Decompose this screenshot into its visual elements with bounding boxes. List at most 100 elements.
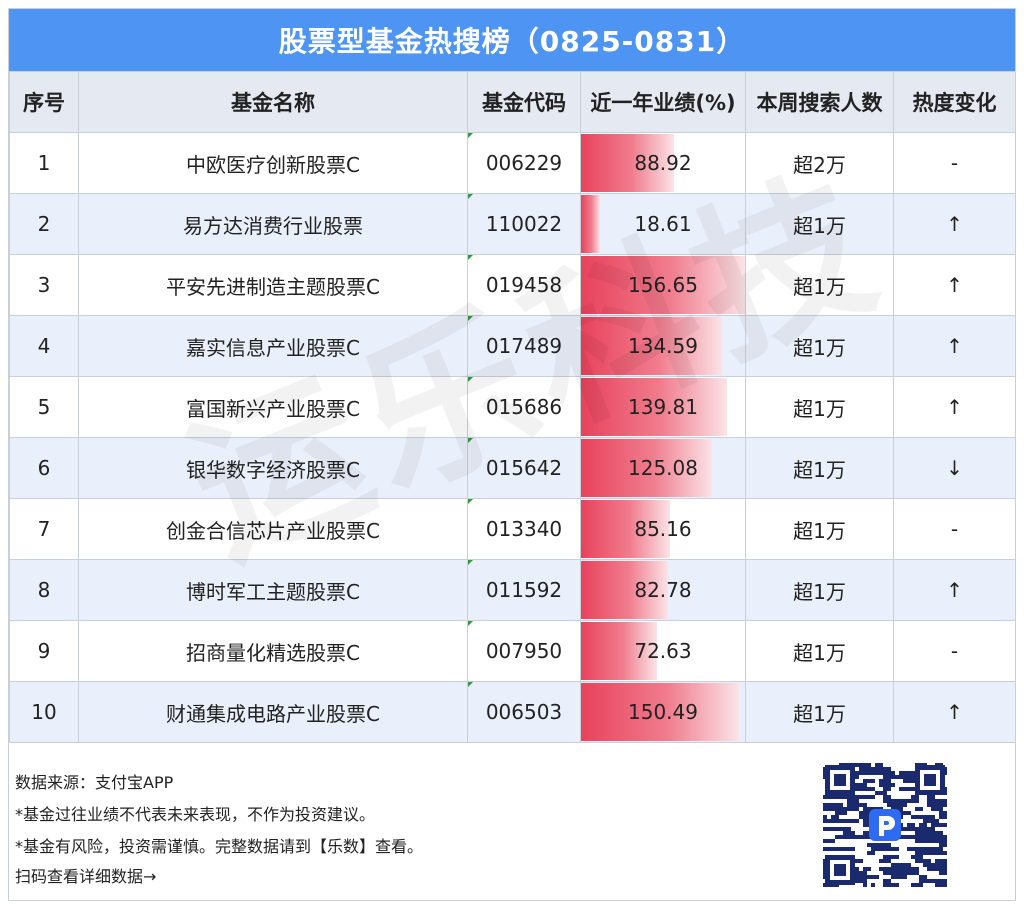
cell-performance: 82.78	[580, 559, 746, 621]
cell-performance: 85.16	[580, 498, 746, 560]
performance-bar	[581, 378, 728, 436]
comment-marker-icon	[468, 194, 473, 199]
cell-fund-name: 招商量化精选股票C	[78, 620, 468, 682]
table-row: 10 财通集成电路产业股票C 006503 150.49 超1万 ↑	[9, 681, 1016, 743]
table-row: 9 招商量化精选股票C 007950 72.63 超1万 -	[9, 620, 1016, 682]
cell-trend: -	[893, 498, 1016, 560]
performance-value: 18.61	[634, 212, 692, 236]
cell-fund-code: 019458	[467, 254, 581, 316]
cell-fund-name: 嘉实信息产业股票C	[78, 315, 468, 377]
table-row: 1 中欧医疗创新股票C 006229 88.92 超2万 -	[9, 132, 1016, 194]
cell-search-count: 超1万	[745, 254, 894, 316]
performance-bar	[581, 500, 671, 558]
cell-fund-code: 007950	[467, 620, 581, 682]
performance-bar	[581, 622, 658, 680]
cell-fund-code: 110022	[467, 193, 581, 255]
cell-performance: 125.08	[580, 437, 746, 499]
cell-search-count: 超1万	[745, 437, 894, 499]
comment-marker-icon	[468, 255, 473, 260]
cell-fund-name: 创金合信芯片产业股票C	[78, 498, 468, 560]
performance-bar	[581, 439, 712, 497]
cell-performance: 156.65	[580, 254, 746, 316]
cell-fund-code: 017489	[467, 315, 581, 377]
cell-rank: 4	[9, 315, 79, 377]
cell-fund-name: 平安先进制造主题股票C	[78, 254, 468, 316]
header-performance: 近一年业绩(%)	[580, 71, 746, 133]
cell-trend: ↑	[893, 315, 1016, 377]
performance-value: 125.08	[628, 456, 698, 480]
table-row: 8 博时军工主题股票C 011592 82.78 超1万 ↑	[9, 559, 1016, 621]
cell-search-count: 超2万	[745, 132, 894, 194]
performance-value: 88.92	[634, 151, 692, 175]
fund-code-text: 019458	[485, 273, 563, 297]
fund-ranking-card: 股票型基金热搜榜（0825-0831） 序号 基金名称 基金代码 近一年业绩(%…	[8, 8, 1016, 901]
table-row: 2 易方达消费行业股票 110022 18.61 超1万 ↑	[9, 193, 1016, 255]
comment-marker-icon	[468, 316, 473, 321]
performance-value: 156.65	[628, 273, 698, 297]
qr-code-icon	[823, 763, 947, 887]
cell-performance: 150.49	[580, 681, 746, 743]
table-row: 3 平安先进制造主题股票C 019458 156.65 超1万 ↑	[9, 254, 1016, 316]
header-search-count: 本周搜索人数	[745, 71, 894, 133]
fund-code-text: 110022	[485, 212, 563, 236]
cell-performance: 134.59	[580, 315, 746, 377]
cell-search-count: 超1万	[745, 620, 894, 682]
cell-fund-code: 015686	[467, 376, 581, 438]
cell-rank: 6	[9, 437, 79, 499]
cell-trend: ↓	[893, 437, 1016, 499]
disclaimer-performance: *基金过往业绩不代表未来表现，不作为投资建议。	[15, 805, 376, 824]
performance-value: 150.49	[628, 700, 698, 724]
qr-code[interactable]	[823, 763, 947, 887]
cell-fund-name: 富国新兴产业股票C	[78, 376, 468, 438]
cell-trend: -	[893, 132, 1016, 194]
comment-marker-icon	[468, 560, 473, 565]
comment-marker-icon	[468, 682, 473, 687]
cell-performance: 139.81	[580, 376, 746, 438]
comment-marker-icon	[468, 499, 473, 504]
performance-bar	[581, 134, 675, 192]
header-trend: 热度变化	[893, 71, 1016, 133]
cell-trend: -	[893, 620, 1016, 682]
disclaimer-risk: *基金有风险，投资需谨慎。完整数据请到【乐数】查看。	[15, 837, 424, 856]
cell-search-count: 超1万	[745, 559, 894, 621]
cell-fund-code: 011592	[467, 559, 581, 621]
performance-bar	[581, 195, 601, 253]
performance-bar	[581, 683, 739, 741]
fund-code-text: 006503	[485, 700, 563, 724]
cell-rank: 7	[9, 498, 79, 560]
footer: 数据来源：支付宝APP *基金过往业绩不代表未来表现，不作为投资建议。 *基金有…	[9, 747, 1015, 901]
performance-value: 139.81	[628, 395, 698, 419]
fund-code-text: 007950	[485, 639, 563, 663]
performance-bar	[581, 317, 722, 375]
fund-code-text: 017489	[485, 334, 563, 358]
cell-rank: 10	[9, 681, 79, 743]
cell-fund-name: 博时军工主题股票C	[78, 559, 468, 621]
cell-fund-name: 银华数字经济股票C	[78, 437, 468, 499]
cell-performance: 72.63	[580, 620, 746, 682]
cell-search-count: 超1万	[745, 315, 894, 377]
cell-search-count: 超1万	[745, 681, 894, 743]
cell-fund-code: 006503	[467, 681, 581, 743]
page-title: 股票型基金热搜榜（0825-0831）	[9, 9, 1015, 71]
performance-bar	[581, 561, 668, 619]
table-row: 5 富国新兴产业股票C 015686 139.81 超1万 ↑	[9, 376, 1016, 438]
cell-rank: 2	[9, 193, 79, 255]
cell-performance: 18.61	[580, 193, 746, 255]
scan-prompt: 扫码查看详细数据→	[15, 867, 157, 886]
cell-search-count: 超1万	[745, 376, 894, 438]
table-row: 7 创金合信芯片产业股票C 013340 85.16 超1万 -	[9, 498, 1016, 560]
header-rank: 序号	[9, 71, 79, 133]
cell-fund-code: 013340	[467, 498, 581, 560]
cell-fund-name: 易方达消费行业股票	[78, 193, 468, 255]
cell-fund-code: 006229	[467, 132, 581, 194]
cell-trend: ↑	[893, 254, 1016, 316]
cell-rank: 1	[9, 132, 79, 194]
performance-value: 72.63	[634, 639, 692, 663]
cell-trend: ↑	[893, 193, 1016, 255]
cell-rank: 5	[9, 376, 79, 438]
cell-rank: 3	[9, 254, 79, 316]
source-note: 数据来源：支付宝APP	[15, 773, 174, 792]
cell-trend: ↑	[893, 559, 1016, 621]
fund-code-text: 015642	[485, 456, 563, 480]
comment-marker-icon	[468, 621, 473, 626]
